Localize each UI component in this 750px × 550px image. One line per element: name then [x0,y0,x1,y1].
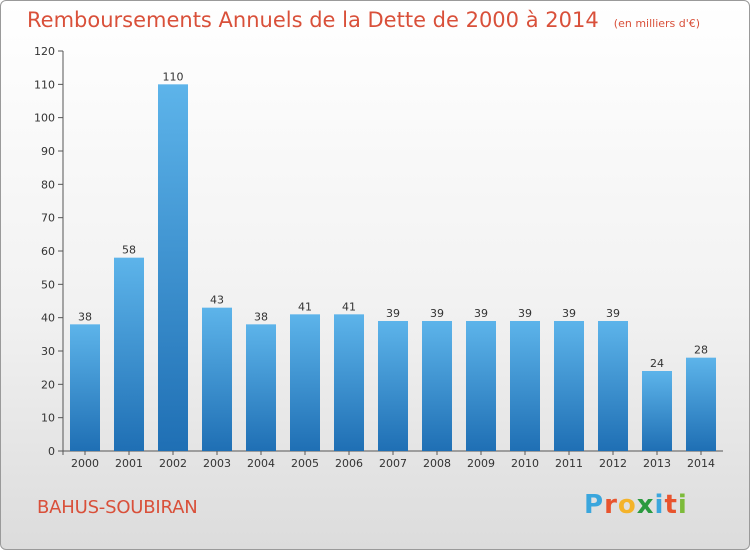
bar-value-label: 39 [606,307,620,320]
bar-value-label: 24 [650,357,664,370]
y-tick-label: 10 [41,412,55,425]
bar [422,321,452,451]
commune-name: BAHUS-SOUBIRAN [37,497,198,518]
bar-value-label: 39 [474,307,488,320]
x-tick-label: 2003 [203,457,231,470]
x-tick-label: 2005 [291,457,319,470]
bar-value-label: 39 [518,307,532,320]
x-tick-label: 2006 [335,457,363,470]
logo-letter: r [604,490,618,520]
bar [334,314,364,451]
y-tick-label: 0 [48,445,55,458]
bar-value-label: 28 [694,344,708,357]
y-tick-label: 90 [41,145,55,158]
bar [70,324,100,451]
bar [642,371,672,451]
title-row: Remboursements Annuels de la Dette de 20… [27,8,700,32]
bar [466,321,496,451]
y-tick-label: 40 [41,312,55,325]
x-tick-label: 2012 [599,457,627,470]
logo-letter: x [636,490,655,520]
bar [378,321,408,451]
y-tick-label: 20 [41,378,55,391]
x-tick-label: 2007 [379,457,407,470]
bar-value-label: 39 [430,307,444,320]
x-tick-label: 2014 [687,457,715,470]
x-tick-label: 2001 [115,457,143,470]
bar-value-label: 38 [254,310,268,323]
x-tick-label: 2009 [467,457,495,470]
logo-letter: t [664,490,678,520]
x-tick-label: 2002 [159,457,187,470]
bar [290,314,320,451]
bar [158,84,188,451]
bar [510,321,540,451]
bar [554,321,584,451]
x-tick-label: 2011 [555,457,583,470]
bar-value-label: 41 [298,300,312,313]
y-tick-label: 80 [41,178,55,191]
logo-letter: o [617,490,637,520]
y-tick-label: 30 [41,345,55,358]
y-tick-label: 120 [34,45,55,58]
logo-letter: i [654,490,665,520]
bar-value-label: 39 [386,307,400,320]
y-tick-label: 110 [34,78,55,91]
bar-value-label: 43 [210,294,224,307]
y-tick-label: 70 [41,212,55,225]
x-tick-label: 2004 [247,457,275,470]
x-tick-label: 2008 [423,457,451,470]
axes: 0 10 20 30 40 50 60 70 80 90 100 110 120 2000 2001 2002… [34,45,723,470]
x-tick-label: 2000 [71,457,99,470]
logo-letter: P [584,490,605,520]
logo-letter: i [677,490,688,520]
bar-value-label: 41 [342,300,356,313]
y-tick-label: 100 [34,112,55,125]
bar [686,357,716,451]
bar-value-label: 110 [163,70,184,83]
bar-value-label: 39 [562,307,576,320]
chart-title: Remboursements Annuels de la Dette de 20… [27,8,599,32]
bar-value-label: 58 [122,244,136,257]
x-tick-label: 2013 [643,457,671,470]
y-tick-label: 60 [41,245,55,258]
bar [246,324,276,451]
bar [114,257,144,451]
bar-value-label: 38 [78,310,92,323]
x-tick-label: 2010 [511,457,539,470]
y-tick-label: 50 [41,278,55,291]
bar [598,321,628,451]
bars: 38 58 110 43 38 41 41 39 39 39 39 39 39 24 28 [70,70,716,451]
proxiti-logo: Proxiti [584,490,688,520]
bar [202,307,232,451]
chart-unit: (en milliers d'€) [613,17,701,30]
